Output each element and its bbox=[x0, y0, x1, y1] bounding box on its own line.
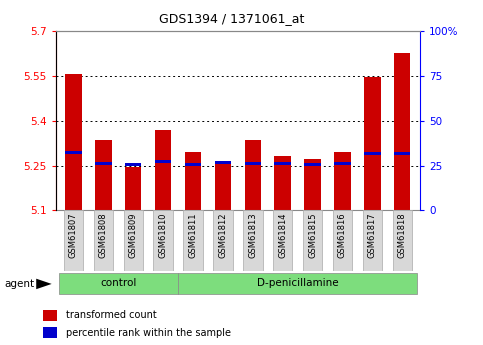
Bar bbox=[95, 140, 112, 210]
Bar bbox=[364, 151, 381, 155]
Bar bbox=[184, 210, 203, 271]
Bar bbox=[394, 151, 411, 155]
Bar bbox=[94, 210, 113, 271]
Text: GSM61807: GSM61807 bbox=[69, 212, 78, 258]
Bar bbox=[243, 210, 263, 271]
Text: GSM61817: GSM61817 bbox=[368, 212, 377, 258]
Bar bbox=[274, 162, 291, 165]
Bar bbox=[65, 151, 82, 154]
Bar bbox=[213, 210, 233, 271]
Text: GSM61814: GSM61814 bbox=[278, 212, 287, 258]
Bar bbox=[303, 210, 322, 271]
Bar bbox=[334, 152, 351, 210]
Bar bbox=[155, 160, 171, 163]
Bar bbox=[304, 162, 321, 166]
Text: control: control bbox=[100, 278, 137, 288]
Bar bbox=[155, 130, 171, 210]
Bar bbox=[394, 53, 411, 210]
Text: GSM61808: GSM61808 bbox=[99, 212, 108, 258]
Bar bbox=[154, 210, 173, 271]
Bar bbox=[244, 162, 261, 165]
Bar bbox=[95, 162, 112, 165]
Bar bbox=[244, 140, 261, 210]
Text: GSM61812: GSM61812 bbox=[218, 212, 227, 258]
Bar bbox=[393, 210, 412, 271]
Bar bbox=[364, 77, 381, 210]
Bar bbox=[333, 210, 352, 271]
Bar bbox=[125, 167, 142, 210]
Bar bbox=[43, 310, 57, 321]
Bar bbox=[64, 210, 83, 271]
Text: GSM61810: GSM61810 bbox=[158, 212, 168, 258]
Text: GSM61811: GSM61811 bbox=[188, 212, 198, 258]
Polygon shape bbox=[36, 279, 52, 289]
Bar bbox=[274, 156, 291, 210]
Text: agent: agent bbox=[5, 279, 35, 288]
Text: GSM61809: GSM61809 bbox=[129, 212, 138, 258]
Bar bbox=[124, 210, 143, 271]
Bar bbox=[65, 75, 82, 210]
Text: transformed count: transformed count bbox=[66, 310, 156, 320]
Bar bbox=[215, 162, 231, 210]
Text: D-penicillamine: D-penicillamine bbox=[257, 278, 339, 288]
Text: GSM61816: GSM61816 bbox=[338, 212, 347, 258]
Text: GDS1394 / 1371061_at: GDS1394 / 1371061_at bbox=[159, 12, 304, 25]
Bar bbox=[334, 162, 351, 165]
Bar bbox=[185, 163, 201, 166]
Bar bbox=[43, 327, 57, 338]
Text: percentile rank within the sample: percentile rank within the sample bbox=[66, 328, 231, 337]
Bar bbox=[125, 163, 142, 166]
Bar bbox=[178, 273, 417, 294]
Bar bbox=[363, 210, 382, 271]
Text: GSM61815: GSM61815 bbox=[308, 212, 317, 258]
Bar bbox=[304, 159, 321, 210]
Bar bbox=[273, 210, 292, 271]
Text: GSM61813: GSM61813 bbox=[248, 212, 257, 258]
Bar bbox=[185, 152, 201, 210]
Bar bbox=[58, 273, 178, 294]
Text: GSM61818: GSM61818 bbox=[398, 212, 407, 258]
Bar bbox=[215, 161, 231, 164]
